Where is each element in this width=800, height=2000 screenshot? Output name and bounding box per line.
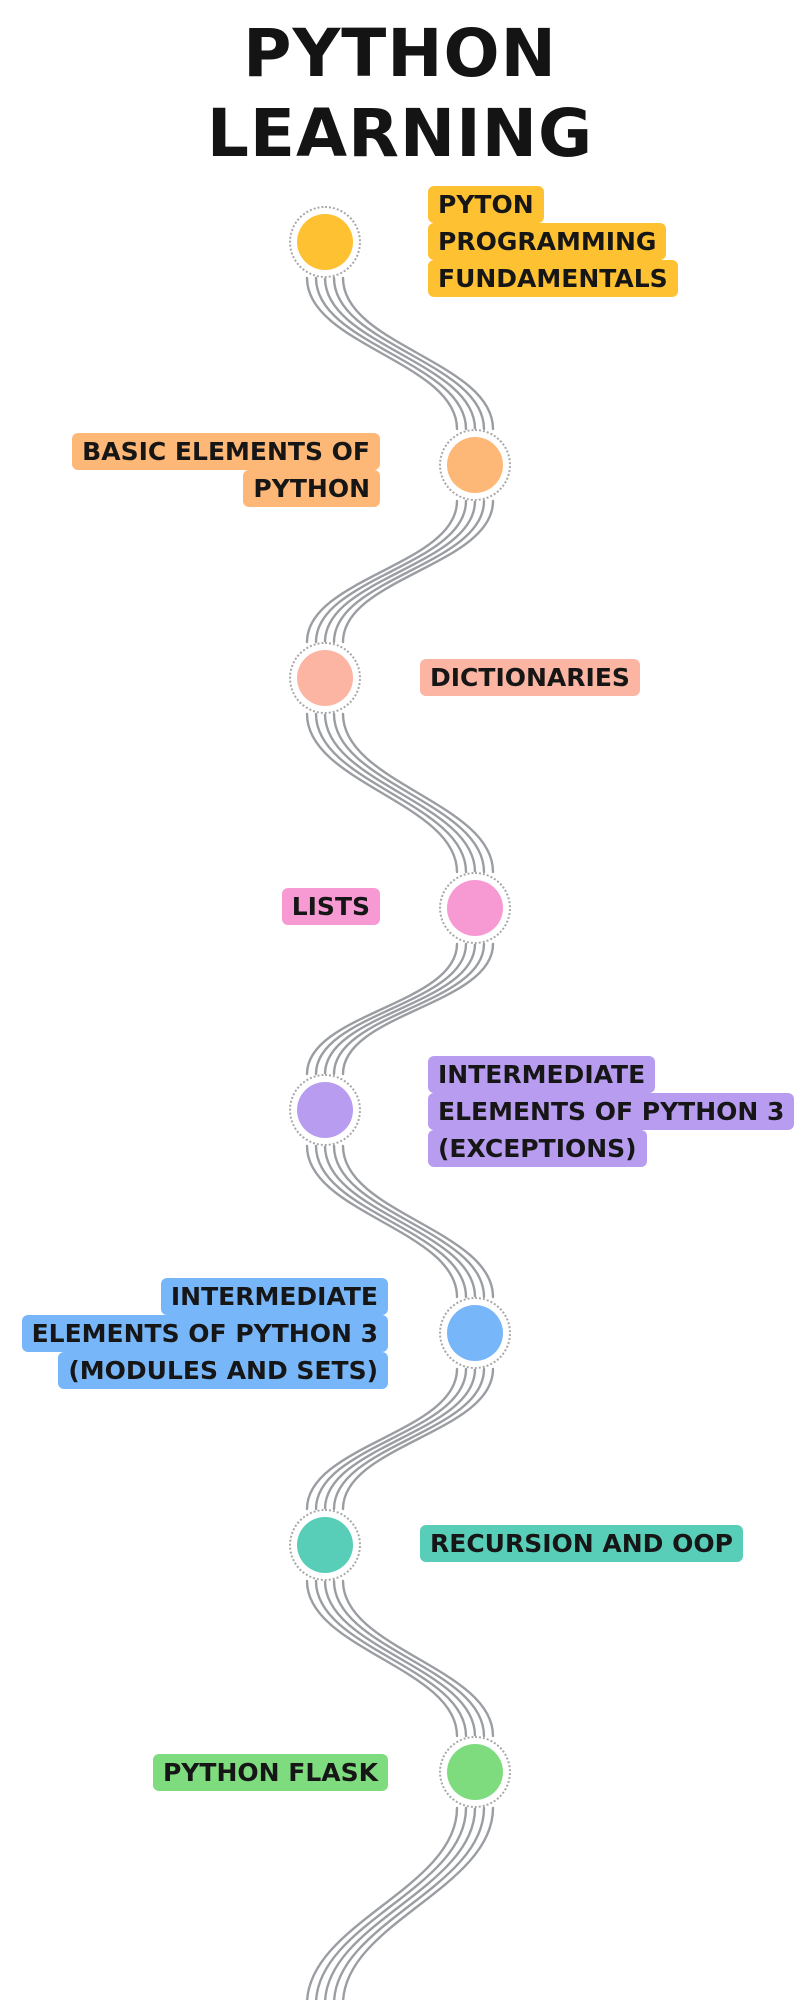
milestone-node-fundamentals [289, 206, 361, 278]
road-stripe [332, 1144, 486, 1299]
milestone-dot [297, 1517, 353, 1573]
road-stripe [323, 1579, 477, 1738]
milestone-label-line: ELEMENTS OF PYTHON 3 [21, 1315, 388, 1352]
road-stripe [333, 1806, 486, 2000]
milestone-label-line: ELEMENTS OF PYTHON 3 [428, 1093, 795, 1130]
road-stripe [315, 1806, 468, 2000]
milestone-label-line: PYTHON [243, 470, 380, 507]
road-stripe [341, 1367, 495, 1511]
milestone-dot [447, 1744, 503, 1800]
road-stripe [332, 712, 486, 874]
road-stripe [341, 1579, 495, 1738]
road-stripe [323, 942, 477, 1076]
road-stripe [341, 1144, 495, 1299]
milestone-dot [447, 880, 503, 936]
milestone-label-line: RECURSION AND OOP [420, 1525, 743, 1562]
milestone-label-line: (EXCEPTIONS) [428, 1130, 647, 1167]
road-stripe [332, 942, 486, 1076]
milestone-label-line: DICTIONARIES [420, 659, 640, 696]
milestone-node-dictionaries [289, 642, 361, 714]
road-stripe [305, 1579, 459, 1738]
road-stripe [306, 1806, 459, 2000]
milestone-label-line: INTERMEDIATE [428, 1056, 656, 1093]
road-stripe [314, 499, 468, 644]
milestone-label-line: PYTHON FLASK [152, 1754, 388, 1791]
road-stripe [305, 1144, 459, 1299]
road-stripe [323, 712, 477, 874]
milestone-node-lists [439, 872, 511, 944]
road-stripe [332, 1367, 486, 1511]
milestone-label-recursion-oop: RECURSION AND OOP [420, 1525, 743, 1562]
milestone-dot [297, 214, 353, 270]
road-stripe [323, 499, 477, 644]
road-stripe [314, 712, 468, 874]
road-stripe [341, 942, 495, 1076]
road-stripe [323, 1144, 477, 1299]
title-line-2: LEARNING [206, 95, 594, 172]
milestone-dot [447, 437, 503, 493]
road-stripe [332, 276, 486, 431]
road-stripe [305, 1367, 459, 1511]
page-title: PYTHON LEARNING [0, 14, 800, 174]
road-stripe [324, 1806, 477, 2000]
milestone-node-recursion-oop [289, 1509, 361, 1581]
milestone-node-modules-sets [439, 1297, 511, 1369]
milestone-label-fundamentals: PYTON PROGRAMMING FUNDAMENTALS [428, 186, 678, 297]
road-stripe [314, 1367, 468, 1511]
milestone-label-line: INTERMEDIATE [160, 1278, 388, 1315]
milestone-label-line: FUNDAMENTALS [428, 260, 678, 297]
road-stripe [305, 942, 459, 1076]
milestone-label-line: PROGRAMMING [428, 223, 667, 260]
milestone-label-dictionaries: DICTIONARIES [420, 659, 640, 696]
milestone-label-line: LISTS [281, 888, 380, 925]
milestone-label-exceptions: INTERMEDIATE ELEMENTS OF PYTHON 3 (EXCEPTI… [428, 1056, 795, 1167]
milestone-label-line: (MODULES AND SETS) [58, 1352, 388, 1389]
road-stripe [332, 1579, 486, 1738]
milestone-label-basic-elements: BASIC ELEMENTS OF PYTHON [72, 433, 380, 507]
milestone-label-lists: LISTS [281, 888, 380, 925]
milestone-label-flask: PYTHON FLASK [152, 1754, 388, 1791]
road-stripe [341, 712, 495, 874]
road-stripe [341, 276, 495, 431]
road-stripe [332, 499, 486, 644]
road-stripe [305, 276, 459, 431]
road-stripe [314, 1579, 468, 1738]
road-stripe [341, 499, 495, 644]
milestone-node-exceptions [289, 1074, 361, 1146]
title-line-1: PYTHON [243, 15, 557, 92]
milestone-label-modules-sets: INTERMEDIATE ELEMENTS OF PYTHON 3 (MODULES… [21, 1278, 388, 1389]
milestone-node-basic-elements [439, 429, 511, 501]
road-stripe [342, 1806, 495, 2000]
road-stripe [323, 1367, 477, 1511]
road-stripe [314, 942, 468, 1076]
milestone-dot [297, 650, 353, 706]
road-stripe [305, 499, 459, 644]
road-stripe [314, 276, 468, 431]
road-stripe [314, 1144, 468, 1299]
milestone-dot [297, 1082, 353, 1138]
road-stripe [323, 276, 477, 431]
road-stripe [305, 712, 459, 874]
milestone-label-line: PYTON [428, 186, 544, 223]
milestone-label-line: BASIC ELEMENTS OF [72, 433, 380, 470]
milestone-node-flask [439, 1736, 511, 1808]
milestone-dot [447, 1305, 503, 1361]
